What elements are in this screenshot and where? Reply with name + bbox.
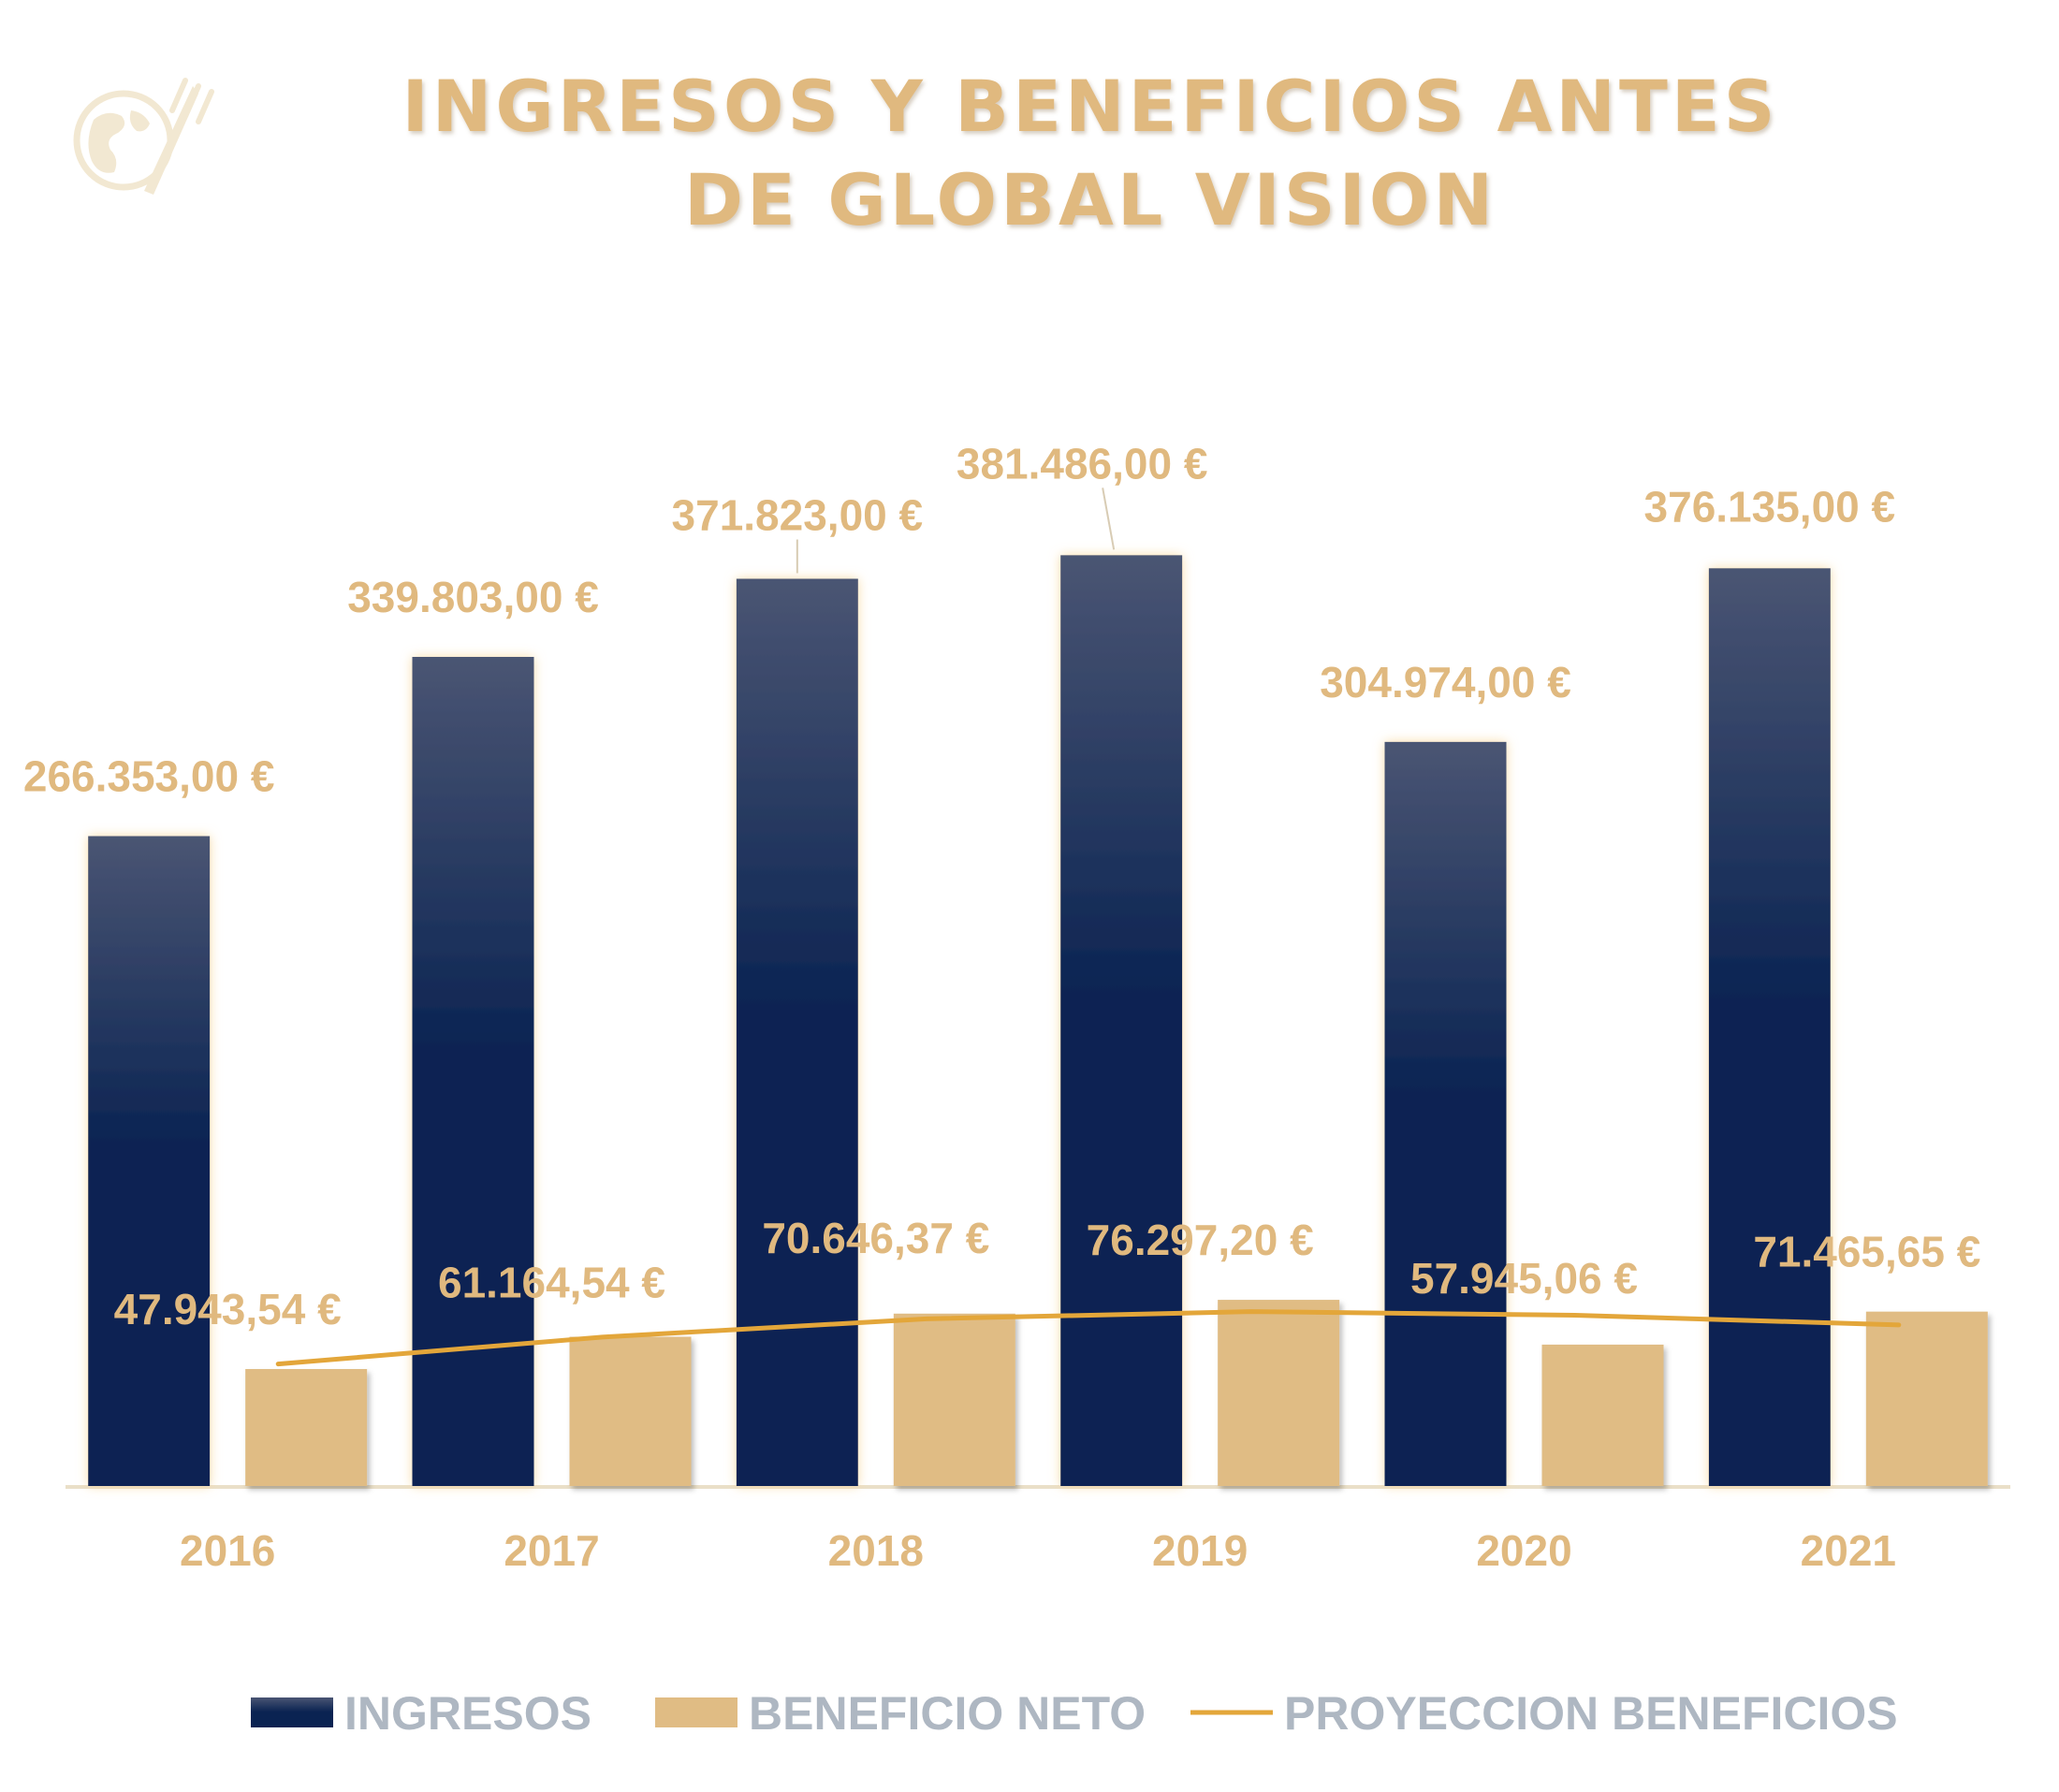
legend-label-beneficio-neto: BENEFICIO NETO bbox=[749, 1687, 1146, 1740]
legend-label-proyeccion-beneficios: PROYECCION BENEFICIOS bbox=[1284, 1687, 1898, 1740]
bar-ingresos-2016 bbox=[88, 836, 211, 1486]
x-tick-2016: 2016 bbox=[180, 1526, 275, 1575]
bar-ingresos-2017 bbox=[412, 656, 534, 1486]
label-beneficio-2018: 70.646,37 € bbox=[762, 1214, 989, 1262]
x-tick-2018: 2018 bbox=[828, 1526, 924, 1575]
label-ingresos-2016: 266.353,00 € bbox=[23, 752, 275, 801]
title-line-1: INGRESOS Y BENEFICIOS ANTES bbox=[402, 65, 1778, 148]
bar-beneficio-2021 bbox=[1865, 1311, 1988, 1486]
bar-beneficio-2017 bbox=[569, 1336, 692, 1486]
x-tick-2017: 2017 bbox=[504, 1526, 599, 1575]
x-tick-2019: 2019 bbox=[1152, 1526, 1248, 1575]
bar-ingresos-2021 bbox=[1708, 568, 1831, 1486]
legend: INGRESOS BENEFICIO NETO PROYECCION BENEFIC… bbox=[251, 1687, 1898, 1740]
bar-beneficio-2018 bbox=[893, 1313, 1015, 1486]
label-ingresos-2021: 376.135,00 € bbox=[1644, 482, 1896, 531]
label-beneficio-2020: 57.945,06 € bbox=[1410, 1254, 1638, 1303]
globe-fork-icon bbox=[73, 78, 214, 195]
leader-line bbox=[1102, 488, 1116, 550]
bar-ingresos-2019 bbox=[1060, 555, 1183, 1486]
legend-swatch-ingresos bbox=[251, 1697, 333, 1727]
legend-label-ingresos: INGRESOS bbox=[344, 1687, 591, 1740]
label-beneficio-2021: 71.465,65 € bbox=[1753, 1228, 1980, 1276]
line-proyeccion-beneficios bbox=[275, 1309, 1902, 1367]
legend-swatch-beneficio-neto bbox=[655, 1697, 737, 1727]
bar-ingresos-2018 bbox=[736, 578, 858, 1486]
bar-beneficio-2019 bbox=[1218, 1300, 1340, 1486]
label-ingresos-2020: 304.974,00 € bbox=[1320, 658, 1571, 707]
x-tick-2021: 2021 bbox=[1801, 1526, 1896, 1575]
label-ingresos-2019: 381.486,00 € bbox=[956, 439, 1208, 488]
bar-ingresos-2020 bbox=[1384, 741, 1507, 1486]
title-line-2: DE GLOBAL VISION bbox=[684, 158, 1497, 241]
label-beneficio-2019: 76.297,20 € bbox=[1087, 1216, 1314, 1264]
label-beneficio-2016: 47.943,54 € bbox=[114, 1285, 342, 1333]
chart-title: INGRESOS Y BENEFICIOS ANTES DE GLOBAL VI… bbox=[402, 65, 1778, 241]
bar-beneficio-2020 bbox=[1541, 1344, 1664, 1486]
x-tick-2020: 2020 bbox=[1476, 1526, 1571, 1575]
bar-beneficio-2016 bbox=[245, 1368, 368, 1486]
label-ingresos-2018: 371.823,00 € bbox=[672, 491, 924, 540]
plot-area: 266.353,00 € 47.943,54 € 2016 339.803,00 € 6… bbox=[23, 439, 2010, 1575]
label-ingresos-2017: 339.803,00 € bbox=[347, 573, 599, 621]
label-beneficio-2017: 61.164,54 € bbox=[438, 1259, 665, 1307]
